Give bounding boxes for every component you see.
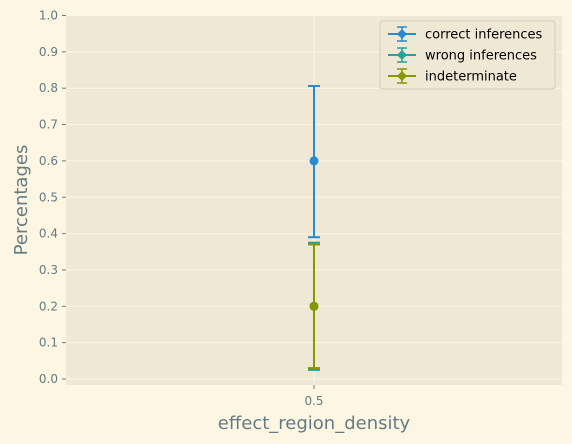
legend-item: indeterminate <box>388 68 517 85</box>
legend-label: correct inferences <box>425 28 543 43</box>
y-tick-label: 0.2 <box>39 299 58 313</box>
y-tick-label: 0.8 <box>39 81 58 95</box>
y-tick-label: 0.6 <box>39 154 58 168</box>
legend-item: wrong inferences <box>388 47 537 64</box>
data-point <box>309 301 319 311</box>
y-tick-label: 0.5 <box>39 190 58 204</box>
y-tick-label: 0.0 <box>39 372 58 386</box>
legend-marker <box>397 71 407 81</box>
y-tick-label: 0.4 <box>39 227 58 241</box>
series-indeterminate <box>308 243 320 370</box>
legend-marker <box>397 29 407 39</box>
y-tick-label: 0.3 <box>39 263 58 277</box>
legend-marker <box>397 50 407 60</box>
legend-box <box>379 20 556 90</box>
data-point <box>309 156 319 166</box>
legend-label: indeterminate <box>425 70 517 85</box>
legend-item: correct inferences <box>388 26 543 43</box>
y-axis-label: Percentages <box>11 145 32 256</box>
x-axis-label: effect_region_density <box>218 413 411 434</box>
legend-label: wrong inferences <box>425 49 537 64</box>
series-correct-inferences <box>308 85 320 239</box>
y-axis: 0.0 0.1 0.2 0.3 0.4 0.5 0.6 0.7 0.8 0.9 1.0 <box>39 9 66 386</box>
series-group <box>308 85 320 371</box>
y-tick-label: 0.9 <box>39 45 58 59</box>
y-tick-label: 0.1 <box>39 336 58 350</box>
x-axis: 0.5 <box>304 385 324 408</box>
legend: correct inferences wrong inferences indete… <box>379 20 556 90</box>
x-tick-label: 0.5 <box>304 394 323 408</box>
y-tick-label: 1.0 <box>39 9 58 23</box>
y-tick-label: 0.7 <box>39 118 58 132</box>
